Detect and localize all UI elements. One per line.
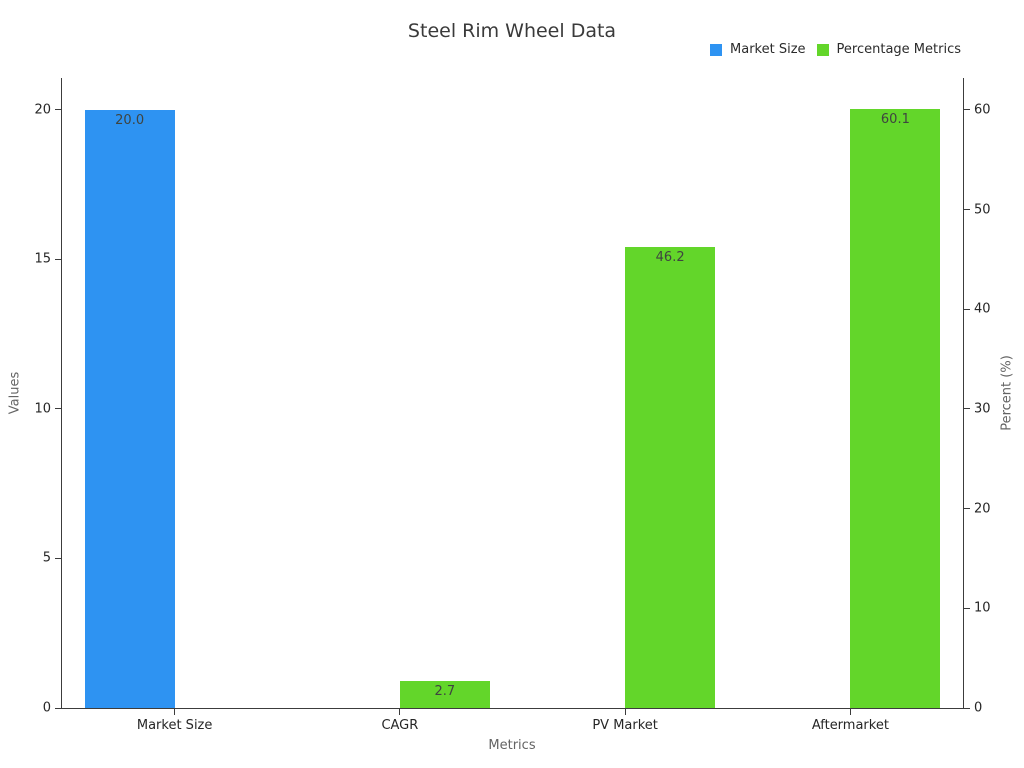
plot-area: 0 5 10 15 20 0 10 20 30 40 50 60 Market Size CAGR PV M… (34, 78, 991, 733)
y-left-tick-mark (55, 408, 61, 410)
y-left-tick-label: 10 (34, 401, 51, 417)
bar-pv-market (625, 247, 716, 708)
y-right-tick-mark (964, 109, 970, 111)
x-tick-label-market-size: Market Size (136, 718, 213, 733)
y-left-tick-mark (55, 557, 61, 559)
y-left-tick-label: 5 (42, 550, 51, 566)
y-right-tick-mark (964, 308, 970, 310)
y-left-tick-label: 0 (42, 700, 51, 716)
y-right-tick-mark (964, 508, 970, 510)
x-tick-label-cagr: CAGR (381, 718, 419, 733)
x-axis-label: Metrics (488, 738, 536, 753)
bar-value-label-market-size: 20.0 (115, 112, 145, 128)
bar-cagr (399, 681, 490, 708)
legend-item-percentage-metrics: Percentage Metrics (816, 42, 961, 57)
y-left-tick-label: 15 (34, 251, 51, 267)
y-right-tick-label: 10 (974, 600, 991, 616)
y-right-tick-mark (964, 408, 970, 410)
x-tick-label-aftermarket: Aftermarket (811, 718, 889, 733)
y-right-tick-label: 60 (974, 102, 991, 118)
y-right-tick-mark (964, 209, 970, 211)
chart-title: Steel Rim Wheel Data (407, 20, 617, 42)
bar-market-size (84, 110, 175, 708)
y-right-tick-label: 20 (974, 501, 991, 517)
bar-value-label-aftermarket: 60.1 (880, 111, 910, 127)
legend: Market Size Percentage Metrics (710, 42, 961, 57)
y-right-tick-mark (964, 707, 970, 709)
y-left-tick-mark (55, 258, 61, 260)
y-right-tick-mark (964, 607, 970, 609)
x-tick-mark-aftermarket (849, 709, 851, 715)
y-right-tick-label: 30 (974, 401, 991, 417)
legend-label-market-size: Market Size (730, 42, 806, 57)
x-tick-label-pv-market: PV Market (592, 718, 658, 733)
x-tick-mark-market-size (174, 709, 176, 715)
bar-value-label-pv-market: 46.2 (655, 250, 685, 266)
legend-item-market-size: Market Size (710, 42, 806, 57)
x-tick-mark-pv-market (624, 709, 626, 715)
y-right-tick-label: 50 (974, 202, 991, 218)
legend-label-percentage-metrics: Percentage Metrics (836, 42, 961, 57)
y-right-tick-label: 40 (974, 301, 991, 317)
y-left-tick-mark (55, 707, 61, 709)
y-left-tick-mark (55, 109, 61, 111)
x-tick-mark-cagr (399, 709, 401, 715)
bar-aftermarket (850, 108, 941, 708)
legend-swatch-market-size-icon (710, 43, 723, 56)
y-axis-label-left: Values (7, 371, 23, 415)
y-right-tick-label: 0 (974, 700, 983, 716)
legend-swatch-percentage-metrics-icon (816, 43, 829, 56)
bar-value-label-cagr: 2.7 (434, 684, 456, 700)
y-axis-label-right: Percent (%) (999, 355, 1015, 431)
y-left-tick-label: 20 (34, 102, 51, 118)
